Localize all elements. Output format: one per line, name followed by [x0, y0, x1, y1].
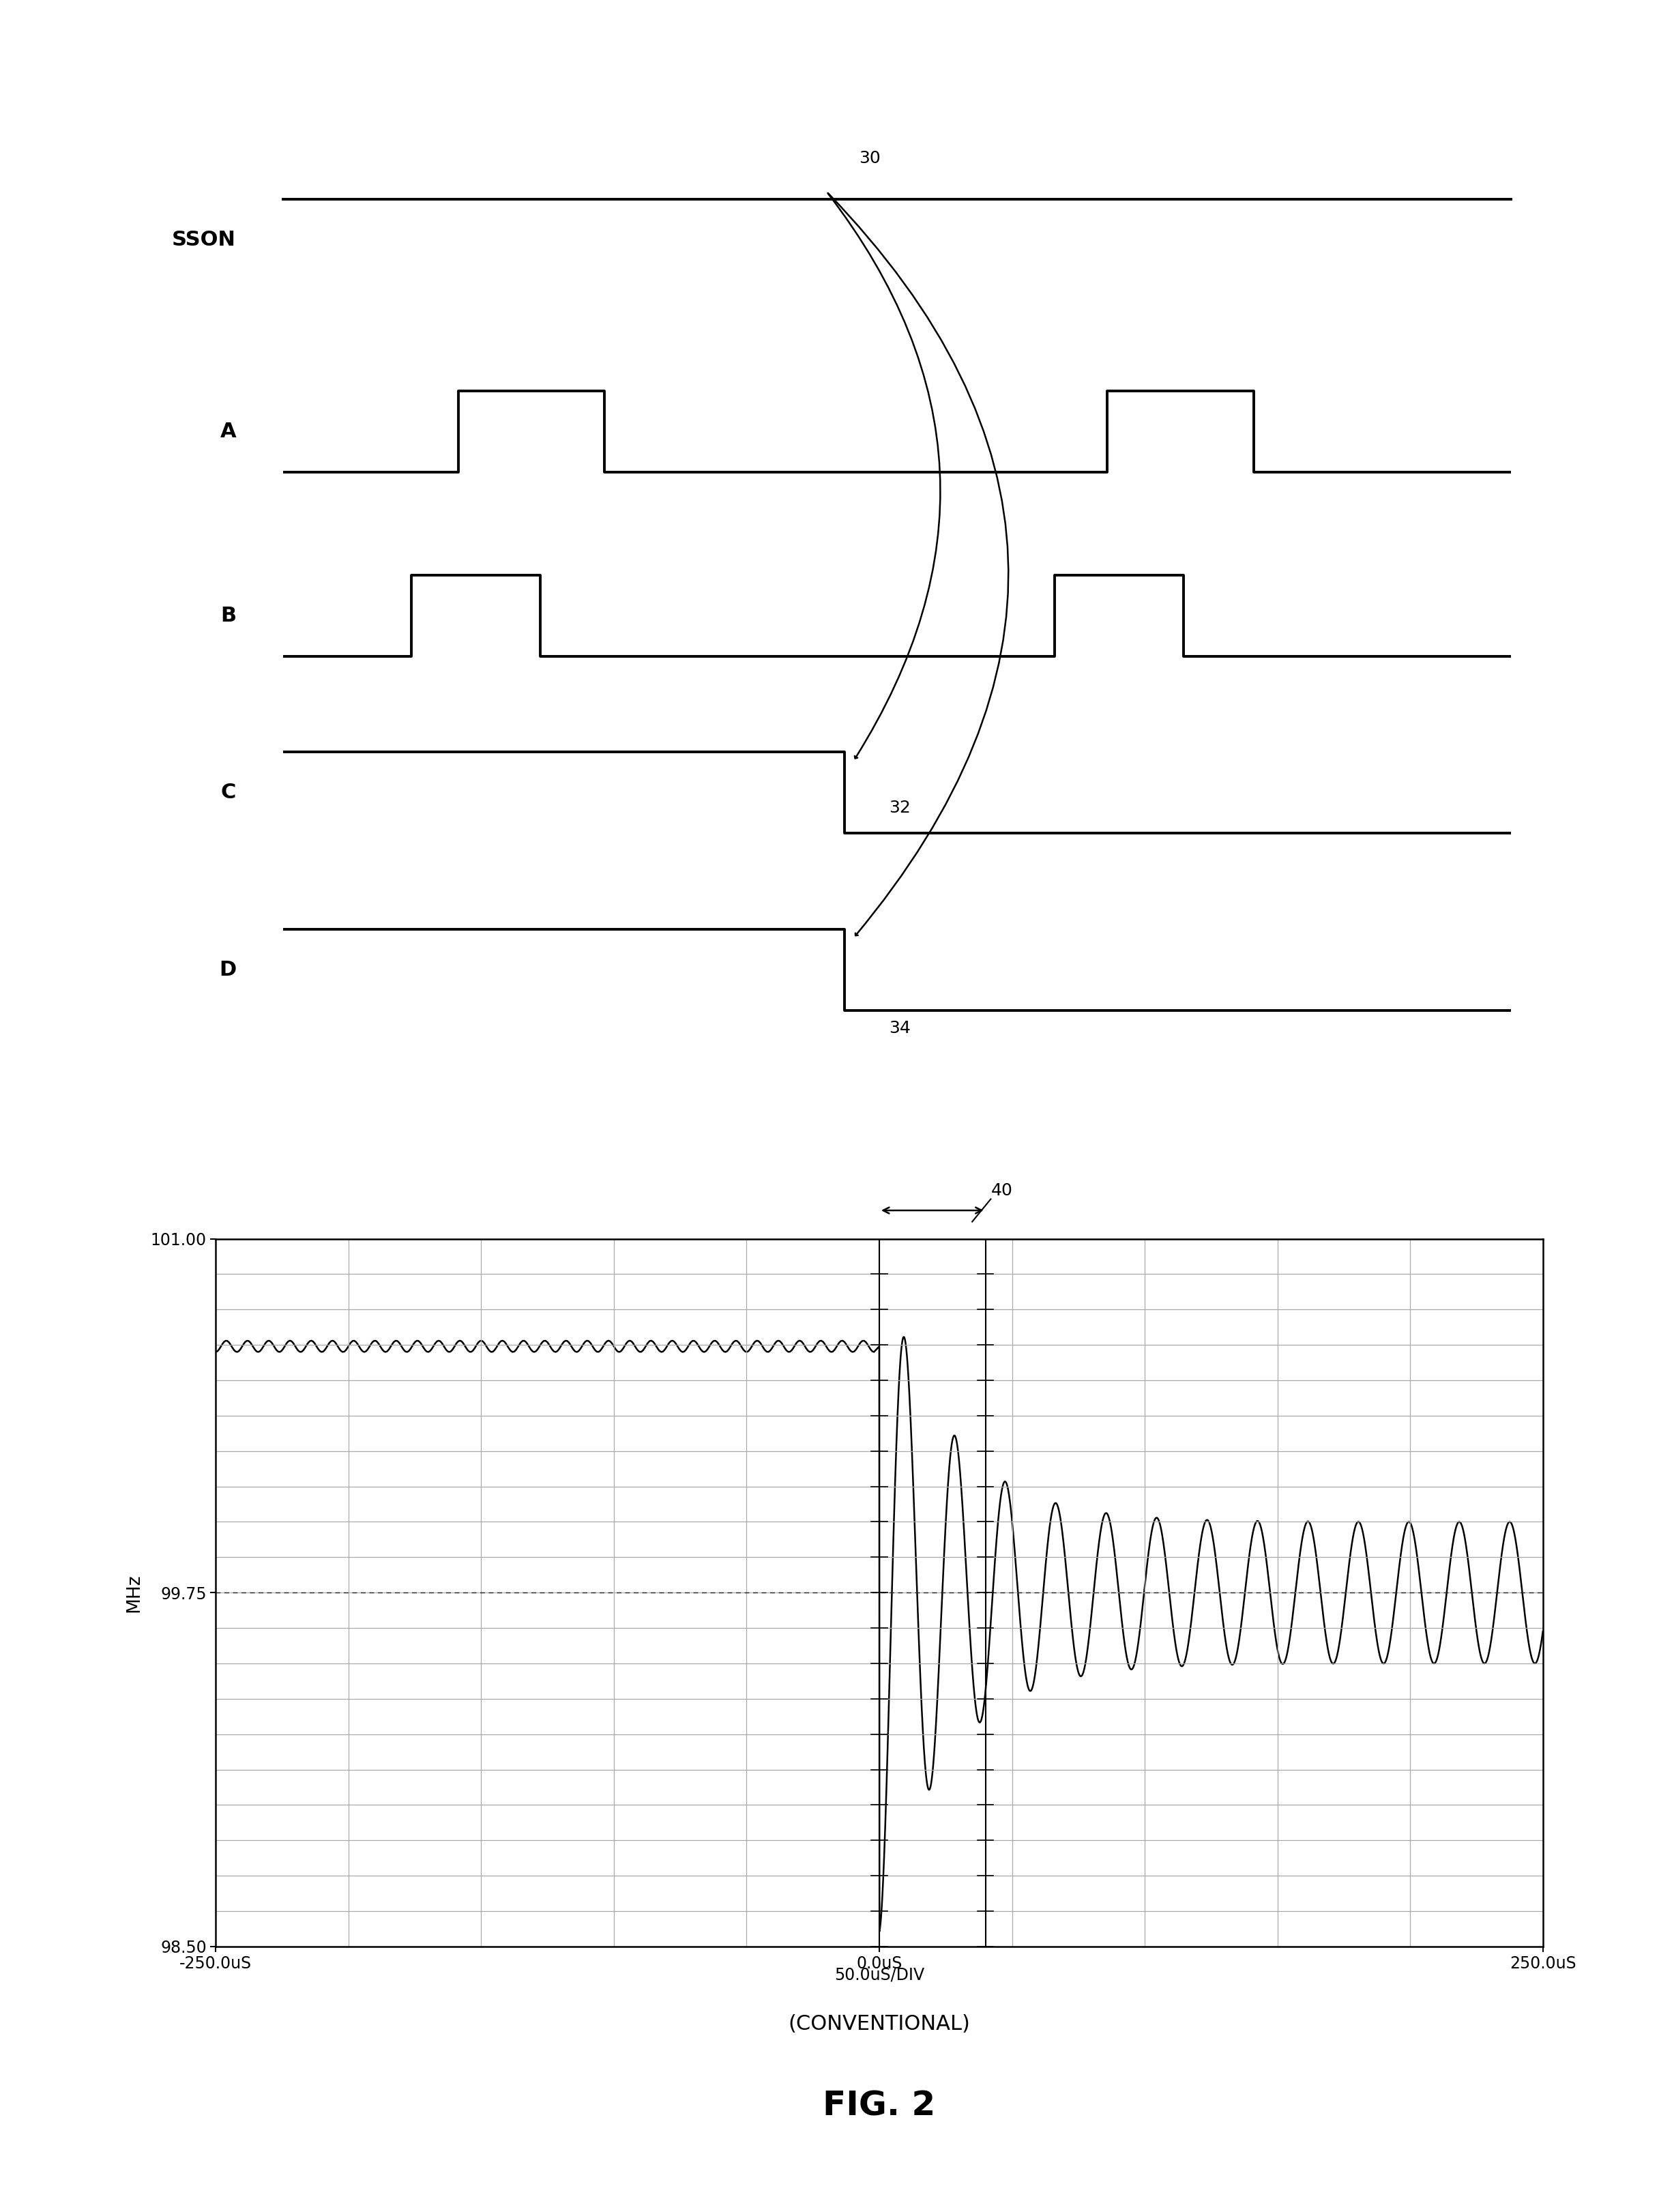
- Y-axis label: MHz: MHz: [126, 1573, 143, 1613]
- Text: 50.0uS/DIV: 50.0uS/DIV: [834, 1966, 924, 1982]
- Text: D: D: [219, 960, 236, 980]
- Text: 40: 40: [990, 1183, 1012, 1199]
- Text: B: B: [221, 606, 236, 626]
- Text: C: C: [221, 783, 236, 803]
- Text: 34: 34: [889, 1020, 911, 1037]
- Text: FIG. 2: FIG. 2: [823, 2090, 936, 2121]
- Text: (CONVENTIONAL): (CONVENTIONAL): [788, 2015, 971, 2033]
- Text: A: A: [221, 422, 236, 440]
- Text: SSON: SSON: [173, 230, 236, 250]
- Text: 32: 32: [889, 801, 911, 816]
- Text: 30: 30: [859, 150, 881, 166]
